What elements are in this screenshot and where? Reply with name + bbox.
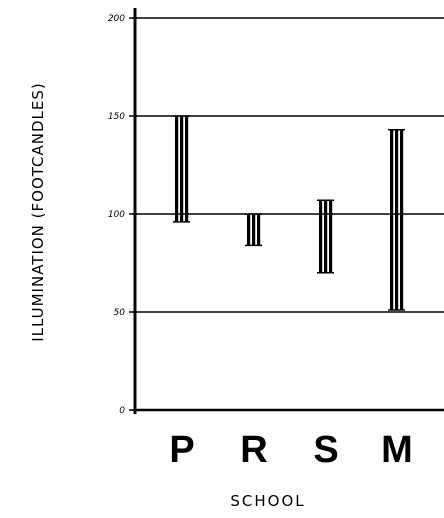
- range-bar-stroke: [180, 116, 184, 222]
- y-tick-label: 100: [108, 210, 125, 220]
- range-bar-stroke: [400, 129, 404, 311]
- range-bar-stroke: [395, 129, 399, 311]
- range-bar-stroke: [185, 116, 189, 222]
- y-axis-title: ILLUMINATION (FOOTCANDLES): [29, 82, 47, 342]
- range-bar-stroke: [175, 116, 179, 222]
- range-bar-p: [173, 115, 190, 223]
- y-tick-label: 50: [114, 308, 126, 318]
- y-ticks: 0 50 100 150 200: [108, 14, 137, 416]
- category-label: R: [240, 429, 267, 471]
- y-tick-label: 200: [108, 14, 125, 24]
- category-label: S: [313, 429, 338, 471]
- range-bar-stroke: [390, 129, 394, 311]
- range-bar-m: [388, 128, 405, 311]
- y-tick-label: 0: [119, 406, 125, 416]
- range-bar-stroke: [252, 214, 256, 246]
- range-bar-stroke: [319, 200, 323, 273]
- range-bars: [173, 115, 405, 311]
- x-axis-title: SCHOOL: [230, 492, 305, 510]
- range-bar-r: [245, 213, 262, 247]
- range-bar-stroke: [324, 200, 328, 273]
- range-bar-stroke: [329, 200, 333, 273]
- y-tick-label: 150: [108, 112, 125, 122]
- range-bar-stroke: [247, 214, 251, 246]
- category-label: M: [381, 429, 413, 471]
- category-label: P: [169, 429, 194, 471]
- range-bar-s: [317, 199, 334, 274]
- range-bar-stroke: [257, 214, 261, 246]
